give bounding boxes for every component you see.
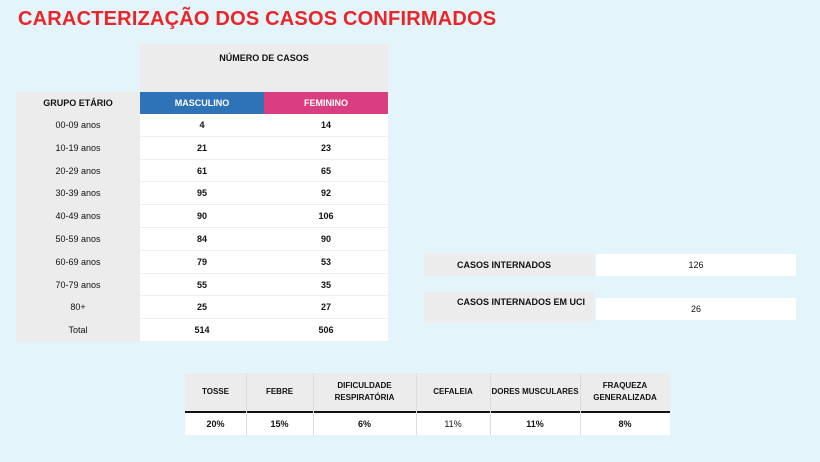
female-count-cell: 27 xyxy=(320,302,331,313)
male-header: MASCULINO xyxy=(140,92,264,114)
age-group-cell: 10-19 anos xyxy=(55,142,101,153)
age-group-cell: Total xyxy=(68,325,88,336)
table-row: 80+ 25 27 xyxy=(16,296,388,320)
male-count-cell: 90 xyxy=(196,211,207,222)
table-row: 20-29 anos 61 65 xyxy=(16,160,388,183)
age-group-cell: 70-79 anos xyxy=(55,279,101,290)
row-separator xyxy=(140,340,388,342)
row-separator xyxy=(140,204,388,206)
symptoms-divider xyxy=(185,411,670,413)
row-separator xyxy=(140,295,388,297)
age-group-cell: 80+ xyxy=(70,302,86,313)
row-separator xyxy=(140,181,388,183)
male-count-cell: 514 xyxy=(194,325,210,336)
male-count-cell: 25 xyxy=(196,302,207,313)
table-row: 30-39 anos 95 92 xyxy=(16,182,388,206)
age-group-header: GRUPO ETÁRIO xyxy=(43,98,113,108)
table-row: 70-79 anos 55 35 xyxy=(16,274,388,297)
male-count-cell: 55 xyxy=(196,279,207,290)
female-count-cell: 506 xyxy=(318,325,334,336)
male-count-cell: 84 xyxy=(196,234,207,244)
female-count-cell: 23 xyxy=(320,142,331,153)
symptom-label: DIFICULDADE RESPIRATÓRIA xyxy=(334,381,395,402)
age-group-cell: 40-49 anos xyxy=(55,211,101,222)
column-separator xyxy=(416,373,417,435)
male-count-cell: 21 xyxy=(196,142,207,153)
male-count-cell: 79 xyxy=(196,256,207,267)
column-separator xyxy=(246,373,247,435)
symptom-label: DORES MUSCULARES xyxy=(491,387,579,396)
page-title: CARACTERIZAÇÃO DOS CASOS CONFIRMADOS xyxy=(18,8,497,30)
row-separator xyxy=(140,272,388,274)
symptom-value: 11% xyxy=(444,419,462,429)
table-row: 60-69 anos 79 53 xyxy=(16,251,388,274)
age-group-cell: 60-69 anos xyxy=(55,256,101,267)
male-count-cell: 4 xyxy=(199,120,205,130)
column-separator xyxy=(580,373,581,435)
female-count-cell: 14 xyxy=(320,120,331,130)
uci-value: 26 xyxy=(596,298,796,320)
symptom-value: 15% xyxy=(270,419,289,429)
table-row: 10-19 anos 21 23 xyxy=(16,137,388,160)
female-count-cell: 65 xyxy=(320,165,331,176)
symptom-label: FRAQUEZA GENERALIZADA xyxy=(593,381,657,402)
column-separator xyxy=(313,373,314,435)
symptom-value: 8% xyxy=(618,419,632,429)
age-column-background xyxy=(16,92,140,342)
symptom-label: TOSSE xyxy=(202,387,229,396)
table-row: 40-49 anos 90 106 xyxy=(16,205,388,228)
column-separator xyxy=(490,373,491,435)
table-row: 00-09 anos 4 14 xyxy=(16,114,388,137)
cases-count-header: NÚMERO DE CASOS xyxy=(140,44,388,92)
symptom-value: 20% xyxy=(206,419,225,429)
age-group-cell: 30-39 anos xyxy=(55,188,101,199)
female-count-cell: 92 xyxy=(320,188,331,199)
symptom-value: 11% xyxy=(526,419,544,429)
internados-value: 126 xyxy=(596,254,796,276)
symptom-label: FEBRE xyxy=(265,387,294,396)
row-separator xyxy=(140,135,388,137)
symptom-label: CEFALEIA xyxy=(433,387,473,396)
table-row: Total 514 506 xyxy=(16,319,388,342)
male-count-cell: 61 xyxy=(196,165,207,176)
age-group-cell: 50-59 anos xyxy=(55,234,101,244)
row-separator xyxy=(140,249,388,251)
age-group-cell: 20-29 anos xyxy=(55,165,101,176)
row-separator xyxy=(140,158,388,160)
female-header: FEMININO xyxy=(264,92,388,114)
row-separator xyxy=(140,318,388,320)
uci-label: CASOS INTERNADOS EM UCI xyxy=(424,292,594,322)
female-count-cell: 35 xyxy=(320,279,331,290)
female-count-cell: 53 xyxy=(320,256,331,267)
female-count-cell: 90 xyxy=(320,234,331,244)
male-count-cell: 95 xyxy=(196,188,207,199)
symptoms-header-background xyxy=(185,373,670,411)
internados-label: CASOS INTERNADOS xyxy=(424,254,594,276)
symptoms-body-background xyxy=(185,413,670,435)
symptom-value: 6% xyxy=(357,419,371,429)
table-row: 50-59 anos 84 90 xyxy=(16,228,388,251)
age-table-body xyxy=(140,114,388,342)
age-group-cell: 00-09 anos xyxy=(55,120,101,130)
female-count-cell: 106 xyxy=(318,211,334,222)
row-separator xyxy=(140,226,388,228)
